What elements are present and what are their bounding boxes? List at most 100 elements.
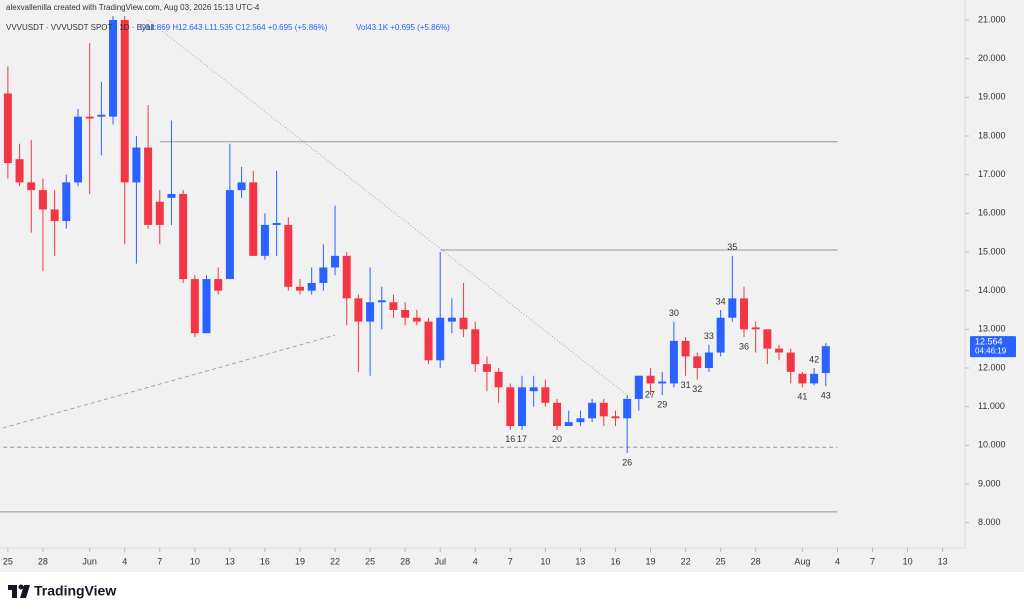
candle-body [15, 159, 24, 183]
candle-body [342, 255, 351, 299]
candle-body [658, 381, 667, 384]
x-tick-label: 10 [903, 556, 913, 566]
x-tick-label: 7 [870, 556, 875, 566]
annotation: 36 [739, 341, 749, 351]
candle-body [517, 387, 526, 426]
candle-body [541, 387, 550, 403]
y-tick-label: 10.000 [978, 440, 1006, 450]
x-tick-label: 25 [3, 556, 13, 566]
candle-body [249, 182, 258, 256]
candle-body [693, 356, 702, 368]
candle-body [190, 279, 199, 334]
candle-body [144, 147, 153, 225]
y-tick-label: 17.000 [978, 169, 1006, 179]
annotation: 20 [552, 434, 562, 444]
y-tick-label: 13.000 [978, 324, 1006, 334]
annotation: 33 [704, 331, 714, 341]
y-tick-label: 16.000 [978, 208, 1006, 218]
y-tick-label: 20.000 [978, 53, 1006, 63]
ohlc: O11.869 H12.643 L11.535 C12.564 +0.695 (… [140, 23, 328, 32]
candle-body [132, 147, 141, 183]
candle-body [366, 302, 375, 322]
candle-body [377, 300, 386, 303]
candle-body [599, 402, 608, 417]
x-tick-label: 25 [716, 556, 726, 566]
candle-body [62, 182, 71, 222]
y-tick-label: 18.000 [978, 130, 1006, 140]
x-tick-label: 19 [295, 556, 305, 566]
candle-body [798, 373, 807, 384]
x-tick-label: 4 [473, 556, 478, 566]
candle-body [553, 402, 562, 426]
y-tick-label: 14.000 [978, 285, 1006, 295]
x-tick-label: 10 [190, 556, 200, 566]
x-tick-label: 22 [330, 556, 340, 566]
annotation: 17 [517, 434, 527, 444]
y-tick-label: 21.000 [978, 14, 1006, 24]
brand: TradingView [34, 583, 116, 599]
candle-body [354, 298, 363, 322]
candle-body [576, 418, 585, 423]
candle-body [214, 279, 223, 291]
candle-body [634, 375, 643, 399]
candle-body [225, 190, 234, 280]
candle-body [704, 352, 713, 368]
candle-body [295, 286, 304, 291]
candle-body [50, 209, 59, 222]
trend-line [0, 334, 336, 430]
candle-body [728, 298, 737, 318]
x-tick-label: 28 [400, 556, 410, 566]
annotation: 30 [669, 308, 679, 318]
background [0, 0, 1024, 572]
annotation: 26 [622, 457, 632, 467]
x-tick-label: 4 [835, 556, 840, 566]
price-tag [970, 336, 1016, 358]
candle-body [331, 255, 340, 268]
y-tick-label: 19.000 [978, 92, 1006, 102]
x-tick-label: 7 [157, 556, 162, 566]
x-tick-label: 13 [225, 556, 235, 566]
logo [8, 584, 30, 598]
x-tick-label: 10 [540, 556, 550, 566]
candle-body [260, 224, 269, 256]
candle-body [155, 201, 164, 225]
candle-body [810, 373, 819, 384]
y-tick-label: 15.000 [978, 246, 1006, 256]
candle-body [751, 327, 760, 330]
candle-body [109, 19, 118, 117]
candle-body [97, 114, 106, 117]
x-tick-label: Jun [82, 556, 97, 566]
price-tag-value: 12.564 [975, 337, 1003, 347]
candle-body [167, 193, 176, 198]
annotation: 31 [681, 380, 691, 390]
candle-body [775, 348, 784, 353]
x-tick-label: 28 [751, 556, 761, 566]
candle-body [73, 116, 82, 183]
candle-body [623, 398, 632, 419]
annotation: 41 [797, 392, 807, 402]
candle-body [716, 317, 725, 353]
candle-body [669, 340, 678, 384]
candle-body [38, 190, 47, 210]
annotation: 34 [716, 296, 726, 306]
x-tick-label: 7 [508, 556, 513, 566]
y-tick-label: 8.000 [978, 517, 1001, 527]
candle-body [401, 309, 410, 318]
candle-body [786, 352, 795, 372]
x-tick-label: 25 [365, 556, 375, 566]
candle-body [763, 329, 772, 349]
candle-body [319, 267, 328, 283]
candle-body [646, 375, 655, 384]
x-tick-label: 13 [938, 556, 948, 566]
candle-body [307, 282, 316, 291]
annotation: 43 [821, 390, 831, 400]
x-tick-label: 19 [646, 556, 656, 566]
candle-body [179, 193, 188, 280]
candle-body [272, 222, 281, 225]
candle-body [202, 279, 211, 334]
candle-body [506, 387, 515, 426]
x-tick-label: 16 [610, 556, 620, 566]
x-tick-label: 22 [681, 556, 691, 566]
x-tick-label: 28 [38, 556, 48, 566]
